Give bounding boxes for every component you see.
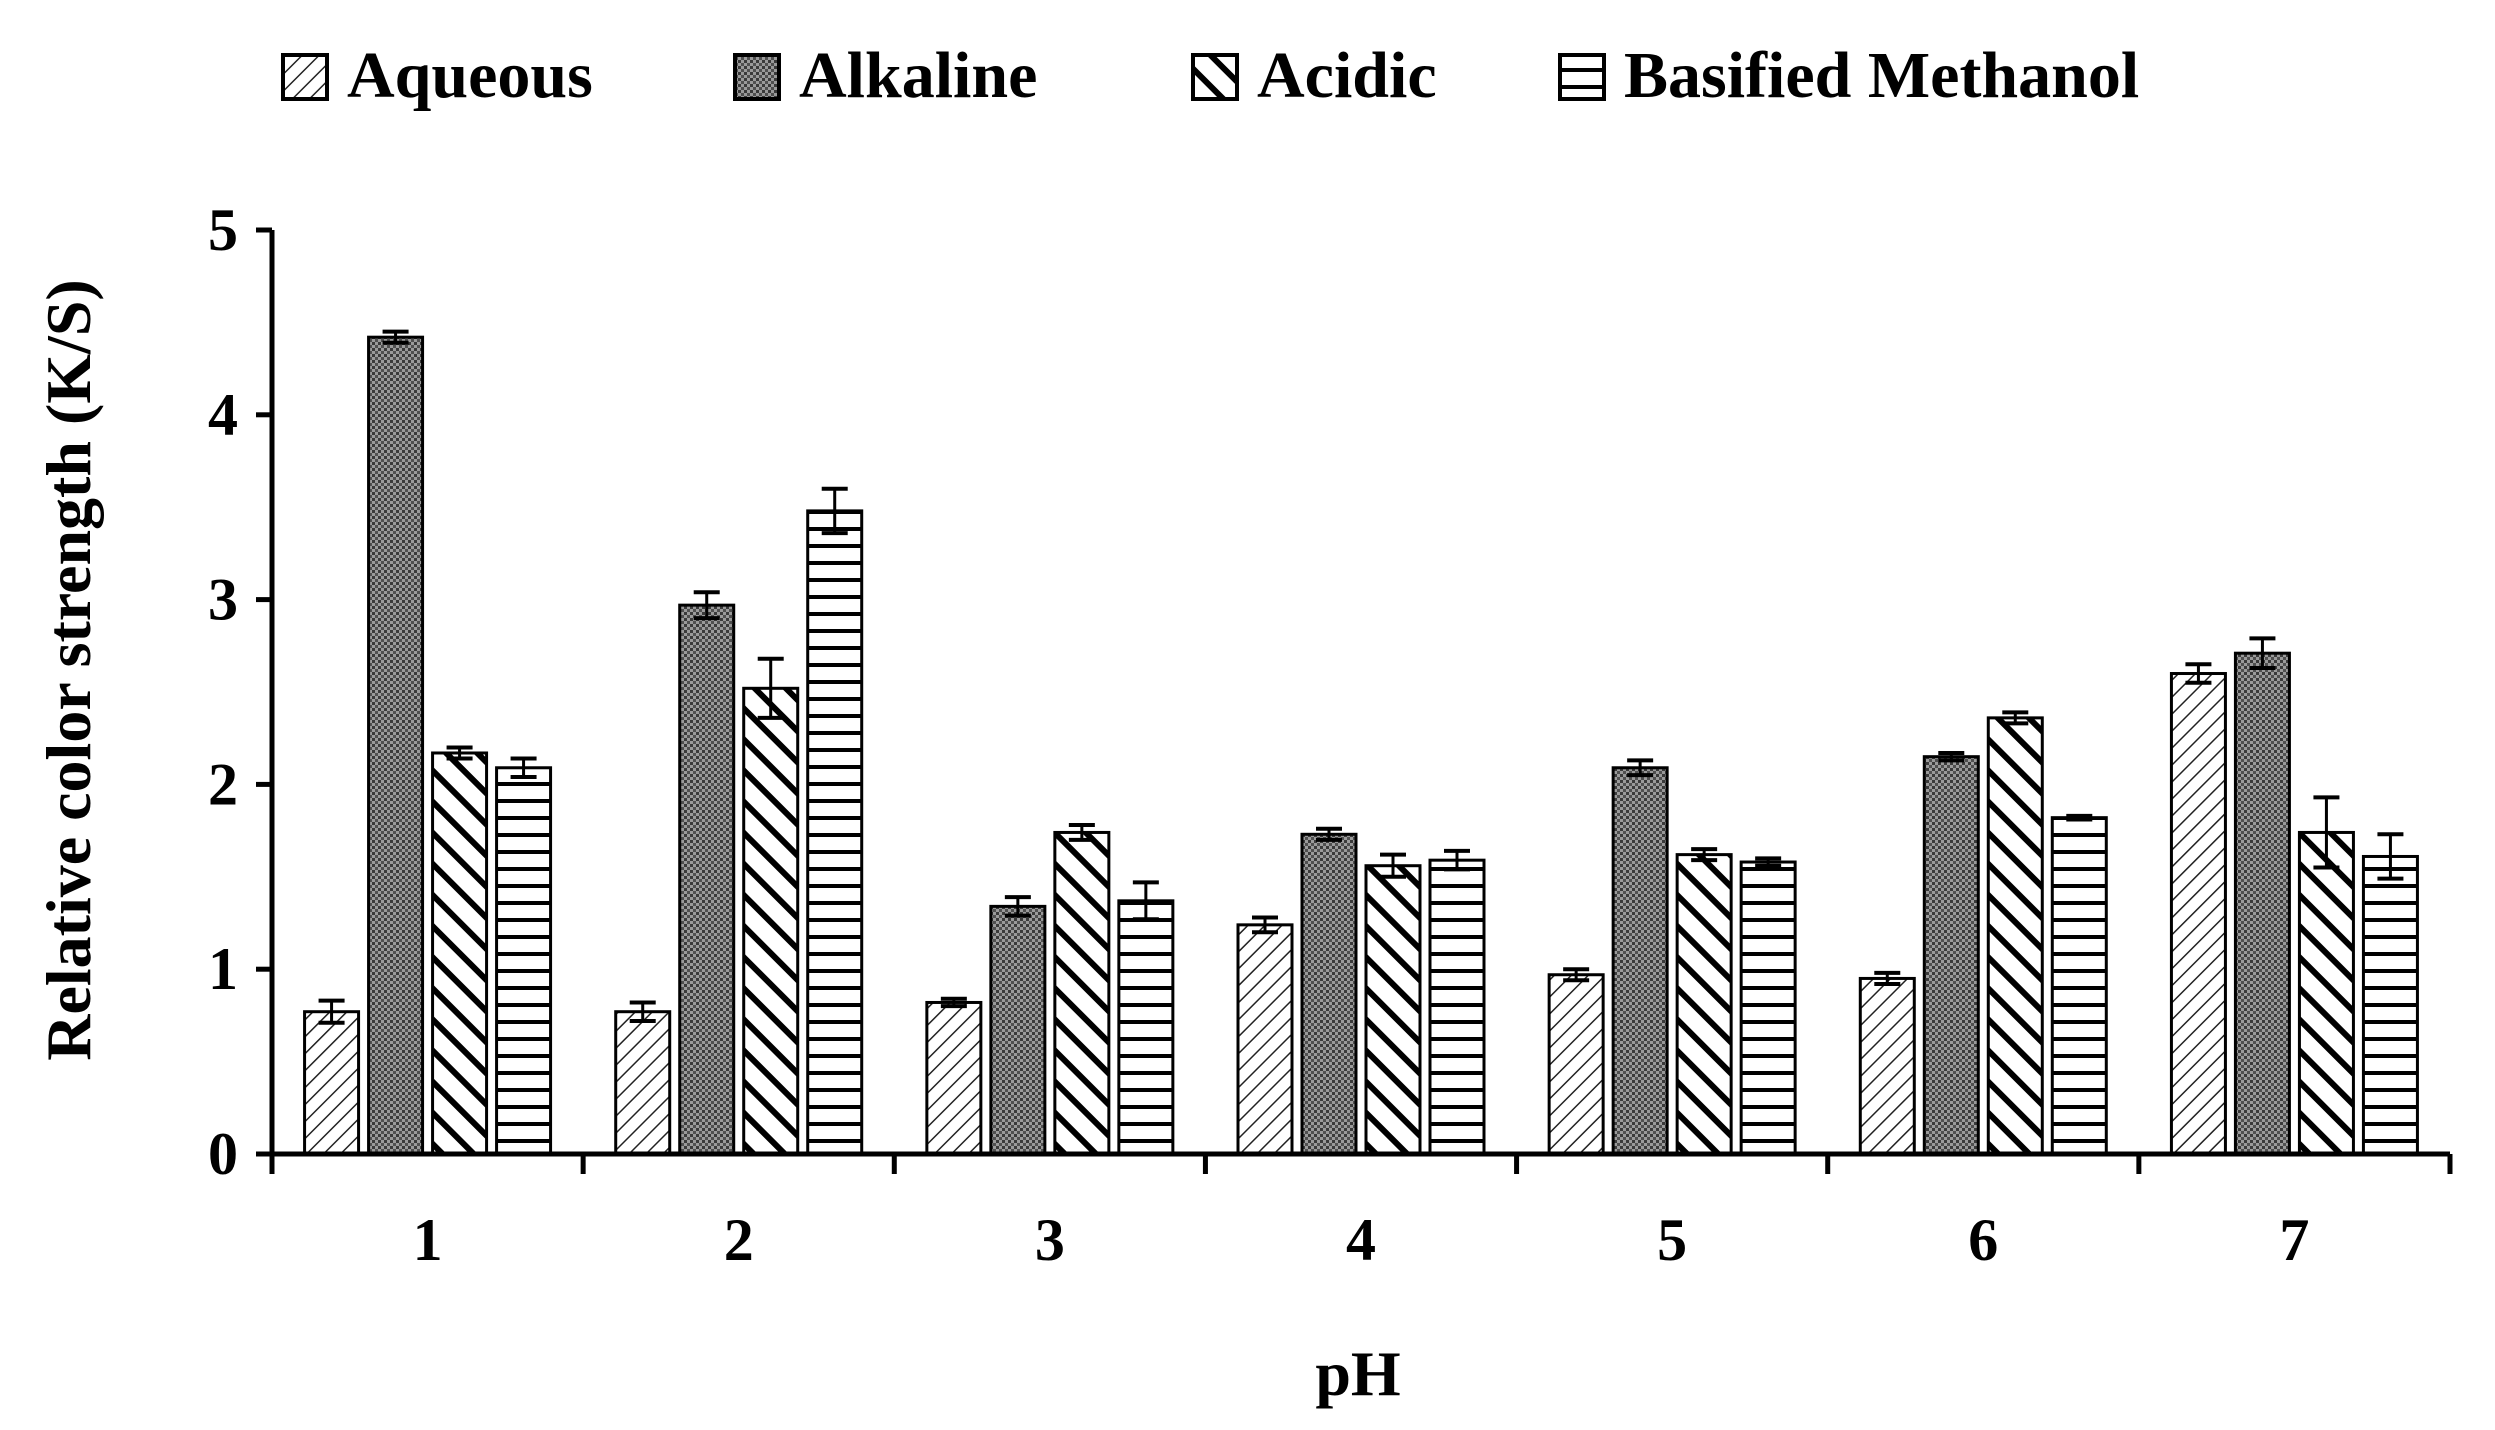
bar-acidic-ph-1 bbox=[431, 751, 489, 1156]
y-tick-label-5: 5 bbox=[208, 197, 238, 263]
bar-alkaline-ph-7 bbox=[2233, 651, 2291, 1156]
legend-label-basified-methanol: Basified Methanol bbox=[1624, 39, 2139, 112]
bar-aqueous-ph-3 bbox=[925, 1000, 983, 1156]
x-tick-label-3: 3 bbox=[1035, 1207, 1065, 1273]
bar-basified-methanol-ph-3 bbox=[1117, 899, 1175, 1156]
bar-basified-methanol-ph-1 bbox=[495, 766, 553, 1156]
y-axis-title: Relative color strength (K/S) bbox=[33, 279, 104, 1061]
plot-area: 0 1 2 3 4 5 1 2 3 4 5 6 7 bbox=[208, 197, 2453, 1273]
y-tick-label-3: 3 bbox=[208, 567, 238, 633]
legend-item-aqueous: Aqueous bbox=[281, 39, 593, 112]
bar-acidic-ph-7 bbox=[2297, 830, 2355, 1156]
bar-alkaline-ph-4 bbox=[1300, 832, 1358, 1156]
y-tick-label-4: 4 bbox=[208, 382, 238, 448]
bar-aqueous-ph-6 bbox=[1858, 976, 1916, 1156]
legend-label-aqueous: Aqueous bbox=[347, 39, 593, 112]
bar-alkaline-ph-3 bbox=[989, 904, 1047, 1156]
x-tick-label-2: 2 bbox=[724, 1207, 754, 1273]
bar-aqueous-ph-5 bbox=[1547, 973, 1605, 1156]
x-tick-label-6: 6 bbox=[1968, 1207, 1998, 1273]
x-tick-label-1: 1 bbox=[413, 1207, 443, 1273]
bar-alkaline-ph-2 bbox=[678, 603, 736, 1156]
bar-acidic-ph-5 bbox=[1675, 853, 1733, 1156]
bar-alkaline-ph-5 bbox=[1611, 766, 1669, 1156]
bar-basified-methanol-ph-4 bbox=[1428, 858, 1486, 1156]
bar-basified-methanol-ph-2 bbox=[806, 509, 864, 1156]
y-tick-label-0: 0 bbox=[208, 1121, 238, 1187]
bar-alkaline-ph-6 bbox=[1922, 755, 1980, 1156]
y-tick-label-1: 1 bbox=[208, 936, 238, 1002]
bar-aqueous-ph-4 bbox=[1236, 923, 1294, 1156]
legend: Aqueous Alkaline Acidic Basified Methano… bbox=[281, 39, 2139, 112]
legend-swatch-alkaline bbox=[733, 53, 781, 101]
legend-swatch-aqueous bbox=[281, 53, 329, 101]
bar-acidic-ph-3 bbox=[1053, 830, 1111, 1156]
bar-aqueous-ph-7 bbox=[2169, 672, 2227, 1156]
legend-item-alkaline: Alkaline bbox=[733, 39, 1037, 112]
bar-basified-methanol-ph-7 bbox=[2361, 854, 2419, 1156]
bar-aqueous-ph-2 bbox=[614, 1010, 672, 1156]
x-tick-label-7: 7 bbox=[2279, 1207, 2309, 1273]
bar-acidic-ph-2 bbox=[742, 686, 800, 1156]
legend-item-acidic: Acidic bbox=[1191, 39, 1437, 112]
x-axis-title: pH bbox=[1315, 1338, 1400, 1409]
bar-alkaline-ph-1 bbox=[367, 335, 425, 1156]
bar-basified-methanol-ph-5 bbox=[1739, 860, 1797, 1156]
legend-label-alkaline: Alkaline bbox=[799, 39, 1037, 112]
x-tick-label-4: 4 bbox=[1346, 1207, 1376, 1273]
bar-acidic-ph-6 bbox=[1986, 716, 2044, 1156]
y-tick-label-2: 2 bbox=[208, 751, 238, 817]
x-tick-label-5: 5 bbox=[1657, 1207, 1687, 1273]
bar-aqueous-ph-1 bbox=[303, 1010, 361, 1156]
legend-swatch-acidic bbox=[1191, 53, 1239, 101]
legend-label-acidic: Acidic bbox=[1257, 39, 1437, 112]
bar-basified-methanol-ph-6 bbox=[2050, 816, 2108, 1156]
legend-item-basified-methanol: Basified Methanol bbox=[1558, 39, 2139, 112]
legend-swatch-basified-methanol bbox=[1558, 53, 1606, 101]
bar-acidic-ph-4 bbox=[1364, 864, 1422, 1156]
